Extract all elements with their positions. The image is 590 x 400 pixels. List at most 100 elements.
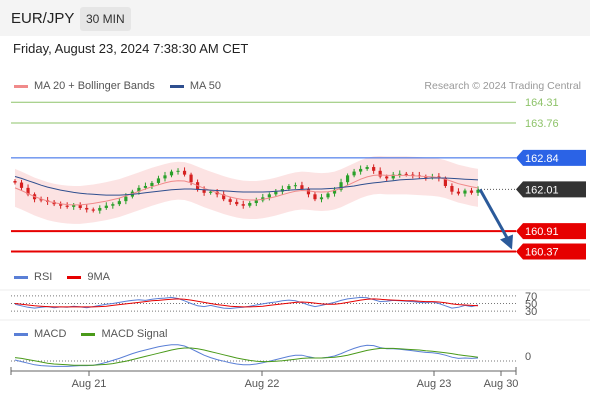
timeframe-button[interactable]: 30 MIN <box>80 7 131 31</box>
macd-legend: MACD MACD Signal <box>12 328 167 340</box>
legend-label-rsi: RSI <box>34 271 53 283</box>
bollinger-band <box>15 156 478 224</box>
candle-body <box>456 191 461 194</box>
candle-body <box>424 176 428 178</box>
candle-body <box>13 181 17 183</box>
candle-body <box>65 205 69 207</box>
legend-swatch-rsi-ma <box>67 275 82 279</box>
macd-level-label: 0 <box>525 351 531 363</box>
candle-body <box>19 182 24 188</box>
candle-body <box>150 182 154 186</box>
candle-body <box>326 193 330 198</box>
level-tag-162.01 <box>516 181 586 198</box>
candle-body <box>78 204 82 208</box>
candle-body <box>39 199 43 201</box>
candle-body <box>293 185 298 187</box>
credit-text: Research © 2024 Trading Central <box>424 80 581 92</box>
candle-body <box>137 187 141 192</box>
candle-body <box>300 185 304 190</box>
macd-signal-line <box>14 347 479 366</box>
level-label-160.37: 160.37 <box>525 247 559 259</box>
candle-body <box>450 185 454 192</box>
legend-label-bollinger: MA 20 + Bollinger Bands <box>34 80 155 92</box>
level-label-164.31: 164.31 <box>525 97 559 109</box>
candle-body <box>274 191 278 195</box>
candle-body <box>267 194 271 198</box>
candle-body <box>378 170 382 177</box>
candle-body <box>143 185 148 188</box>
legend-swatch-ma50 <box>169 84 184 88</box>
time-axis: Aug 21 Aug 22 Aug 23 Aug 30 <box>10 367 519 390</box>
level-label-163.76: 163.76 <box>525 118 559 130</box>
candle-body <box>156 178 161 183</box>
time-tick-label: Aug 21 <box>72 378 107 390</box>
candle-body <box>111 204 115 206</box>
candle-body <box>228 199 232 202</box>
candle-body <box>306 189 311 195</box>
level-label-160.91: 160.91 <box>525 226 559 238</box>
candle-body <box>339 182 343 190</box>
candle-body <box>202 189 206 193</box>
ma50-line <box>14 176 479 196</box>
candle-body <box>319 197 324 200</box>
candle-body <box>169 171 174 176</box>
candle-body <box>359 168 363 172</box>
candle-body <box>189 174 193 183</box>
candle-body <box>124 196 128 202</box>
candle-body <box>26 187 30 195</box>
candle-body <box>352 171 356 176</box>
candle-body <box>345 175 350 183</box>
level-tag-162.84 <box>516 149 586 166</box>
rsi-level-label-50: 50 <box>525 299 537 311</box>
candle-body <box>222 194 226 200</box>
candle-body <box>91 209 95 211</box>
candle-body <box>372 167 376 171</box>
time-tick-label: Aug 30 <box>484 378 519 390</box>
candle-body <box>463 190 467 194</box>
symbol-label: EUR/JPY <box>11 10 75 27</box>
candle-body <box>287 185 291 190</box>
level-label-162.84: 162.84 <box>525 153 559 165</box>
legend-label-ma50: MA 50 <box>189 80 222 92</box>
legend-swatch-macd <box>14 332 28 336</box>
candle-body <box>398 173 402 175</box>
legend-label-macd-signal: MACD Signal <box>101 328 168 340</box>
candle-body <box>98 207 102 211</box>
forecast-arrow-head <box>500 234 513 250</box>
candle-body <box>476 189 480 193</box>
candle-body <box>469 190 474 193</box>
rsi-ma-line <box>14 298 479 308</box>
legend-label-macd: MACD <box>34 328 67 340</box>
price-legend: MA 20 + Bollinger Bands MA 50 <box>12 80 221 92</box>
rsi-legend: RSI 9MA <box>12 271 110 283</box>
time-tick-label: Aug 23 <box>417 378 452 390</box>
price-panel: 164.31 163.76 162.84 162.01 160.91 160.37 <box>11 97 586 260</box>
candle-body <box>72 204 76 207</box>
candle-body <box>85 207 89 210</box>
rsi-level-label-30: 30 <box>525 306 537 318</box>
time-tick-label: Aug 22 <box>245 378 280 390</box>
rsi-level-label-70: 70 <box>525 291 537 303</box>
macd-line <box>14 344 479 367</box>
legend-label-rsi-ma: 9MA <box>87 271 111 283</box>
candle-body <box>241 204 245 206</box>
level-tag-160.37 <box>516 243 586 260</box>
candle-body <box>280 189 284 192</box>
candle-body <box>404 173 408 175</box>
candle-body <box>163 175 167 179</box>
level-tag-160.91 <box>516 223 586 240</box>
candle-body <box>443 178 447 186</box>
level-label-162.01: 162.01 <box>525 184 559 196</box>
candle-body <box>411 174 415 176</box>
candle-body <box>332 189 337 194</box>
ma20-line <box>14 174 479 206</box>
candle-body <box>182 170 187 175</box>
candle-body <box>176 170 180 172</box>
candle-body <box>254 200 258 204</box>
forecast-arrow-shaft <box>478 188 510 241</box>
legend-swatch-rsi <box>14 275 28 279</box>
candle-body <box>391 174 395 179</box>
legend-swatch-macd-signal <box>81 332 96 336</box>
